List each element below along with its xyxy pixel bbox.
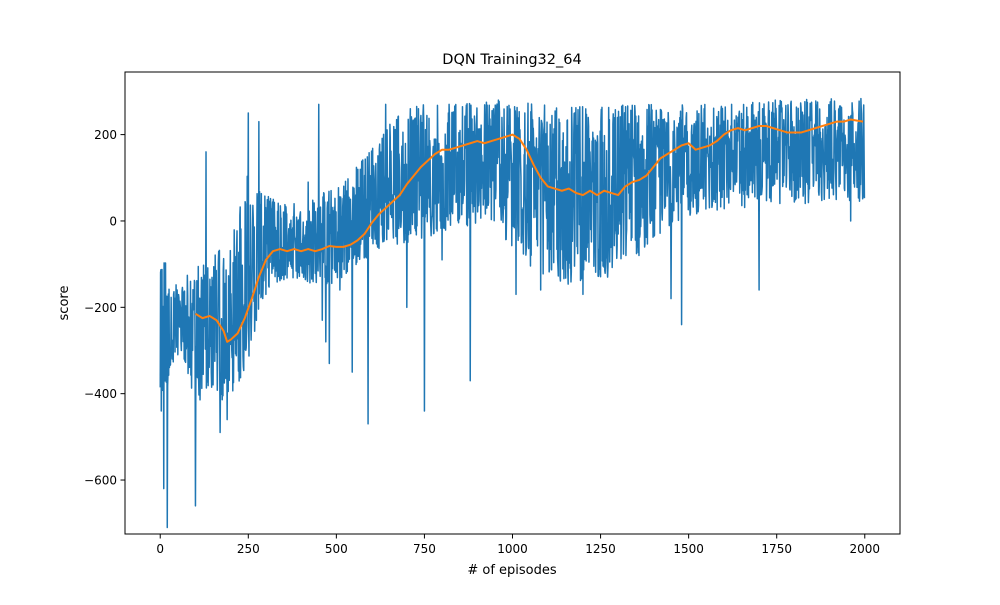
- y-tick-label: −400: [84, 387, 117, 401]
- x-tick-label: 1500: [673, 542, 704, 556]
- y-tick-label: 0: [109, 214, 117, 228]
- x-tick-label: 1750: [761, 542, 792, 556]
- x-tick-label: 750: [413, 542, 436, 556]
- axes-layer: 0 250 500 750 1000 1250 1500 1750 2000−600−400−2…: [84, 71, 901, 556]
- x-tick-label: 2000: [849, 542, 880, 556]
- chart-title: DQN Training32_64: [442, 52, 581, 68]
- x-tick-label: 1000: [497, 542, 528, 556]
- x-tick-label: 500: [325, 542, 348, 556]
- x-tick-label: 250: [237, 542, 260, 556]
- y-tick-label: 200: [94, 128, 117, 142]
- series-layer: [159, 97, 866, 529]
- moving-average-line: [194, 118, 864, 343]
- y-tick-label: −600: [84, 474, 117, 488]
- y-tick-label: −200: [84, 301, 117, 315]
- x-tick-label: 1250: [585, 542, 616, 556]
- y-axis-label: score: [57, 286, 72, 321]
- score-series-line: [159, 97, 866, 529]
- x-tick-label: 0: [156, 542, 164, 556]
- x-axis-label: # of episodes: [467, 563, 557, 578]
